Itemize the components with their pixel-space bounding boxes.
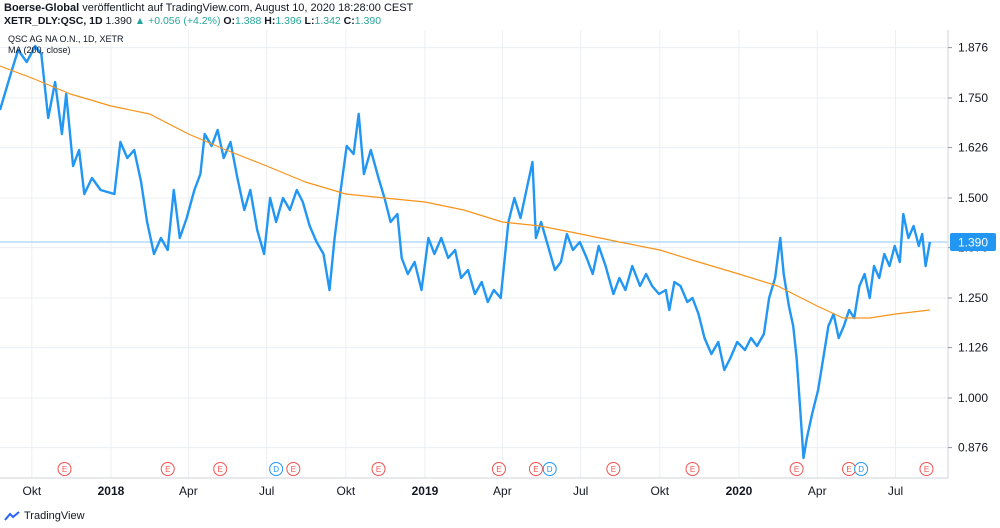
open-value: 1.388 [235,15,262,27]
event-marker-circle [854,462,869,476]
x-tick-label: 2019 [412,484,439,498]
y-tick-label: 1.250 [958,291,988,305]
event-marker-label: E [611,465,616,474]
event-marker-circle [542,462,557,476]
earnings-marker[interactable]: E [286,462,301,476]
x-tick-label: Apr [179,484,198,498]
chart-area[interactable]: 0.8761.0001.1261.2501.3761.5001.6261.750… [0,30,1000,508]
earnings-marker[interactable]: E [606,462,621,476]
low-value: 1.342 [314,15,341,27]
y-tick-label: 1.000 [958,391,988,405]
event-marker-label: E [165,465,170,474]
event-marker-circle [286,462,301,476]
event-marker-label: D [858,465,864,474]
earnings-marker[interactable]: E [213,462,228,476]
event-marker-circle [213,462,228,476]
last-price: 1.390 [105,15,132,27]
earnings-marker[interactable]: E [371,462,386,476]
change-arrow: ▲ [134,15,146,27]
change-value: +0.056 (+4.2%) [148,15,221,27]
event-marker-circle [919,462,934,476]
event-marker-label: E [924,465,929,474]
last-price-badge [950,233,996,251]
high-value: 1.396 [275,15,302,27]
ma-series-line[interactable] [0,65,930,319]
earnings-marker[interactable]: E [919,462,934,476]
y-tick-label: 1.876 [958,41,988,55]
published-text: veröffentlicht auf TradingView.com, Augu… [82,2,414,14]
earnings-marker[interactable]: E [160,462,175,476]
event-marker-circle [685,462,700,476]
earnings-marker[interactable]: E [528,462,543,476]
x-tick-label: Apr [493,484,512,498]
earnings-marker[interactable]: E [57,462,72,476]
price-series-line[interactable] [0,44,932,460]
dividend-marker[interactable]: D [542,462,557,476]
publish-line: Boerse-Global veröffentlicht auf Trading… [4,2,413,14]
event-marker-circle [606,462,621,476]
x-tick-label: Jul [259,484,274,498]
y-tick-label: 1.750 [958,91,988,105]
event-marker-circle [491,462,506,476]
x-tick-label: Jul [888,484,903,498]
x-tick-label: Jul [573,484,588,498]
ohlc-line: XETR_DLY:QSC, 1D 1.390 ▲ +0.056 (+4.2%) … [4,15,381,27]
low-label: L: [304,15,315,27]
event-marker-label: D [273,465,279,474]
event-marker-circle [160,462,175,476]
brand-name: TradingView [24,510,85,522]
chart-legend: QSC AG NA O.N., 1D, XETR MA (200, close) [8,34,124,56]
event-marker-label: E [376,465,381,474]
open-label: O: [223,15,236,27]
close-value: 1.390 [354,15,382,27]
y-tick-label: 1.500 [958,191,988,205]
earnings-marker[interactable]: E [685,462,700,476]
x-tick-label: Okt [22,484,41,498]
symbol-label: XETR_DLY:QSC, 1D [4,15,103,27]
event-marker-label: E [533,465,538,474]
tradingview-logo-icon [4,511,20,521]
event-marker-label: E [291,465,296,474]
legend-instrument: QSC AG NA O.N., 1D, XETR [8,34,124,44]
dividend-marker[interactable]: D [854,462,869,476]
high-label: H: [264,15,276,27]
last-price-badge-label: 1.390 [958,236,988,250]
earnings-marker[interactable]: E [842,462,857,476]
x-tick-label: Apr [808,484,827,498]
event-marker-label: D [547,465,553,474]
earnings-marker[interactable]: E [789,462,804,476]
price-chart[interactable]: 0.8761.0001.1261.2501.3761.5001.6261.750… [0,30,1000,508]
chart-header: Boerse-Global veröffentlicht auf Trading… [0,0,1000,30]
x-tick-label: Okt [336,484,355,498]
event-marker-circle [528,462,543,476]
earnings-marker[interactable]: E [491,462,506,476]
dividend-marker[interactable]: D [269,462,284,476]
event-marker-circle [269,462,284,476]
x-tick-label: 2018 [98,484,125,498]
event-marker-label: E [846,465,851,474]
x-tick-label: Okt [650,484,669,498]
y-tick-label: 0.876 [958,441,988,455]
footer-brand[interactable]: TradingView [4,510,85,522]
event-marker-circle [789,462,804,476]
y-tick-label: 1.126 [958,341,988,355]
event-marker-label: E [794,465,799,474]
close-label: C: [343,15,355,27]
event-marker-label: E [496,465,501,474]
event-marker-label: E [62,465,67,474]
x-tick-label: 2020 [726,484,753,498]
event-marker-circle [371,462,386,476]
event-marker-label: E [218,465,223,474]
legend-indicator[interactable]: MA (200, close) [8,45,71,55]
event-marker-label: E [690,465,695,474]
event-marker-circle [57,462,72,476]
y-tick-label: 1.626 [958,141,988,155]
publisher-name: Boerse-Global [4,2,80,14]
